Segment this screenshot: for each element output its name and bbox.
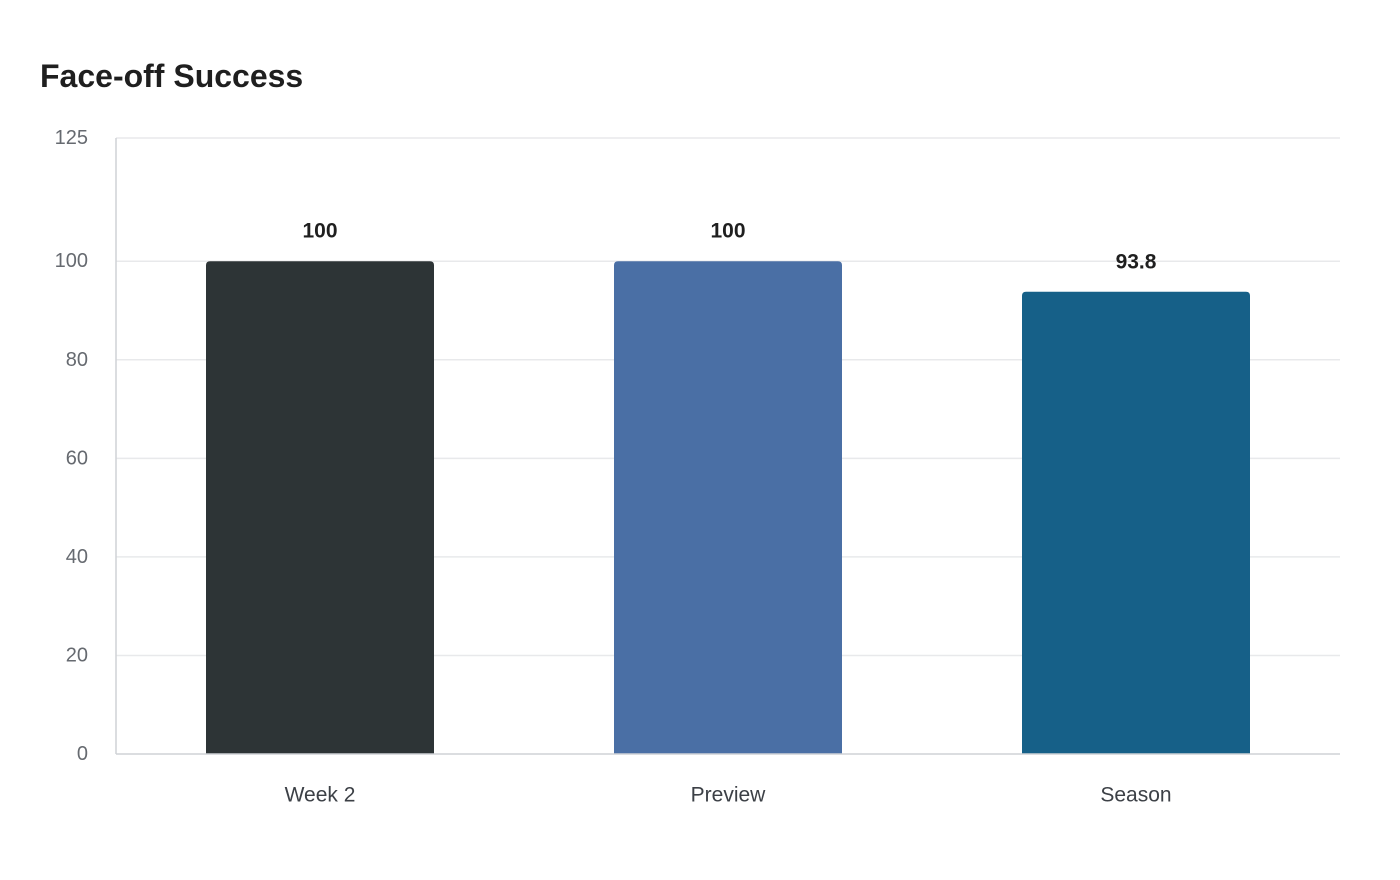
x-category-label: Week 2 [285, 784, 356, 807]
y-tick-label: 0 [77, 743, 88, 765]
y-tick-label: 20 [66, 644, 88, 666]
y-tick-label: 100 [55, 250, 88, 272]
y-tick-label: 80 [66, 349, 88, 371]
label-layer: 100 Week 2 100 Preview 93.8 Season [285, 220, 1172, 807]
x-category-label: Preview [691, 784, 767, 807]
bar-layer [206, 261, 1250, 754]
y-tick-label: 40 [66, 546, 88, 568]
axis-layer: 0 20 40 60 80 100 125 [55, 127, 1340, 765]
y-tick-label: 125 [55, 127, 88, 149]
bar-value-label: 100 [710, 220, 745, 243]
y-tick-label: 60 [66, 447, 88, 469]
bar-week-2 [206, 261, 434, 754]
bar-value-label: 93.8 [1116, 250, 1157, 273]
bar-preview [614, 261, 842, 754]
x-category-label: Season [1100, 784, 1171, 807]
chart-title: Face-off Success [40, 58, 304, 94]
bar-season [1022, 291, 1250, 754]
bar-value-label: 100 [302, 220, 337, 243]
